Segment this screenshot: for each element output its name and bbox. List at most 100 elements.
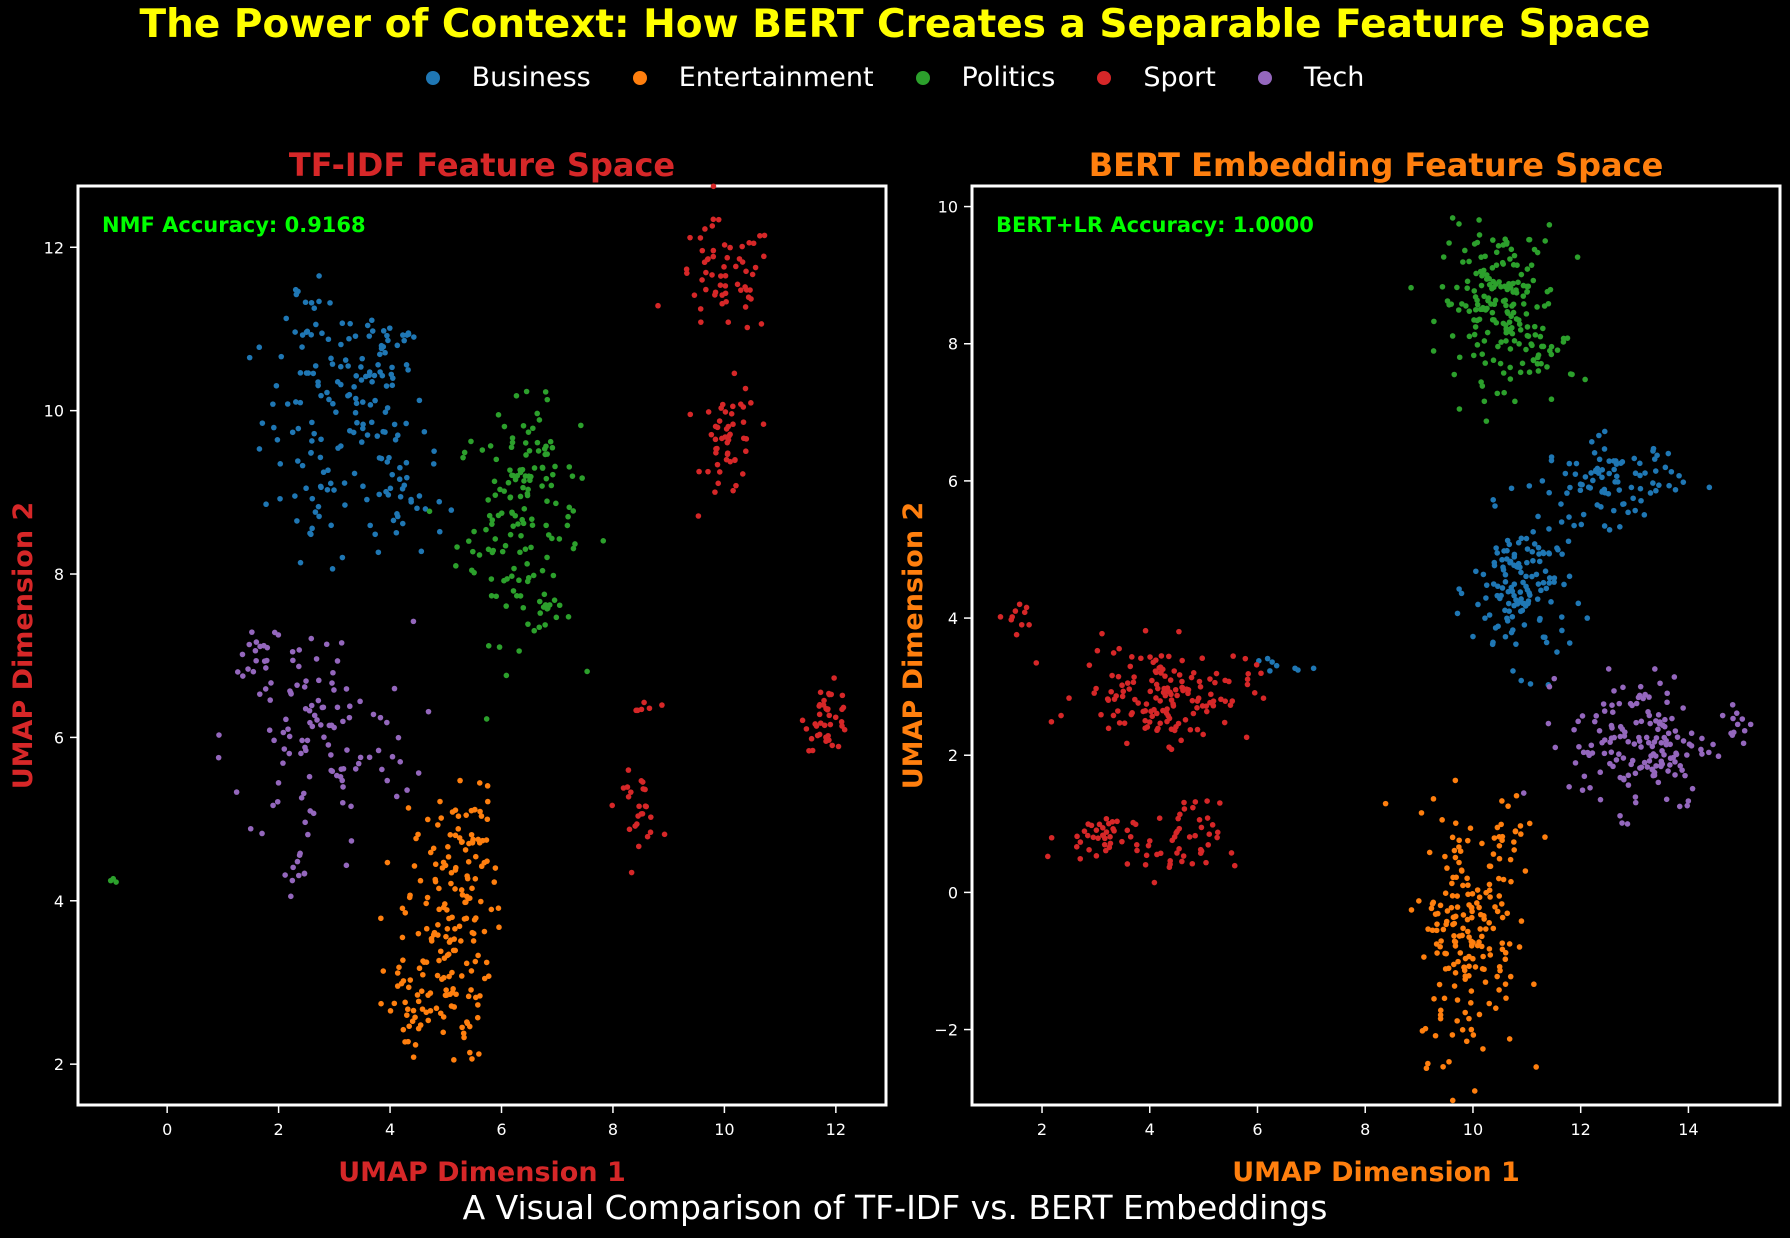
- point-business: [1548, 454, 1555, 460]
- point-sport: [722, 272, 729, 279]
- point-sport: [1203, 708, 1210, 715]
- point-sport: [1166, 864, 1173, 871]
- point-sport: [1160, 707, 1166, 714]
- point-sport: [717, 282, 724, 288]
- point-business: [352, 395, 359, 402]
- point-tech: [308, 635, 315, 642]
- point-politics: [1528, 262, 1535, 268]
- point-politics: [529, 522, 536, 528]
- point-politics: [1502, 236, 1508, 243]
- point-sport: [1181, 799, 1187, 806]
- point-politics: [544, 605, 551, 612]
- point-sport: [1129, 710, 1135, 716]
- point-sport: [1133, 842, 1140, 848]
- point-business: [388, 371, 395, 378]
- point-sport: [1227, 702, 1234, 708]
- point-tech: [334, 704, 341, 711]
- point-entertainment: [1432, 1032, 1439, 1039]
- point-tech: [304, 737, 311, 744]
- point-tech: [1659, 761, 1666, 767]
- x-tick-label: 2: [274, 1120, 284, 1139]
- point-business: [1676, 472, 1682, 479]
- point-sport: [1119, 838, 1125, 845]
- point-sport: [809, 747, 816, 754]
- point-entertainment: [477, 993, 483, 999]
- point-entertainment: [416, 965, 423, 972]
- point-sport: [1048, 834, 1055, 841]
- point-politics: [489, 521, 495, 527]
- point-business: [1653, 487, 1659, 494]
- point-entertainment: [1506, 1036, 1513, 1042]
- point-entertainment: [1437, 943, 1443, 950]
- point-tech: [339, 777, 345, 784]
- point-entertainment: [1446, 1058, 1452, 1065]
- point-sport: [639, 810, 646, 817]
- point-tech: [271, 737, 277, 744]
- point-business: [1295, 667, 1301, 673]
- point-tech: [1609, 702, 1615, 708]
- point-sport: [1175, 720, 1182, 727]
- x-tick-label: 8: [608, 1120, 618, 1139]
- point-sport: [1153, 695, 1159, 701]
- point-business: [401, 337, 407, 344]
- point-business: [394, 511, 400, 517]
- point-politics: [1493, 319, 1500, 326]
- point-business: [1500, 567, 1507, 573]
- point-sport: [1132, 821, 1139, 828]
- point-business: [1617, 524, 1623, 530]
- point-politics: [520, 604, 527, 611]
- point-sport: [1081, 828, 1088, 834]
- point-sport: [1170, 701, 1176, 707]
- point-sport: [1157, 664, 1164, 670]
- point-entertainment: [1499, 837, 1505, 844]
- point-tech: [346, 703, 353, 710]
- point-business: [1567, 484, 1573, 491]
- point-entertainment: [1526, 820, 1533, 827]
- point-politics: [572, 541, 578, 547]
- point-sport: [739, 243, 745, 250]
- x-axis-label: UMAP Dimension 1: [1232, 1157, 1520, 1188]
- point-entertainment: [474, 1014, 481, 1021]
- point-tech: [1638, 764, 1645, 771]
- point-entertainment: [466, 1023, 473, 1030]
- point-sport: [1013, 631, 1020, 638]
- point-business: [1561, 581, 1567, 588]
- point-sport: [1103, 815, 1110, 822]
- point-entertainment: [394, 983, 401, 989]
- point-entertainment: [447, 991, 453, 998]
- point-politics: [485, 546, 492, 553]
- point-politics: [525, 429, 532, 435]
- point-tech: [1647, 720, 1653, 727]
- point-entertainment: [1452, 820, 1459, 826]
- point-business: [318, 484, 324, 491]
- point-business: [277, 461, 284, 467]
- point-sport: [1093, 685, 1099, 692]
- point-sport: [1194, 726, 1201, 733]
- point-politics: [534, 410, 541, 417]
- point-entertainment: [1486, 919, 1492, 926]
- point-tech: [245, 666, 251, 672]
- point-tech: [1636, 734, 1642, 741]
- point-sport: [1164, 718, 1170, 725]
- point-politics: [534, 439, 541, 446]
- point-tech: [1699, 751, 1705, 757]
- point-politics: [497, 486, 503, 493]
- point-entertainment: [458, 887, 465, 893]
- point-sport: [1116, 645, 1122, 652]
- point-politics: [564, 522, 571, 529]
- point-entertainment: [402, 909, 409, 916]
- point-politics: [552, 463, 558, 470]
- point-business: [1566, 573, 1573, 580]
- point-entertainment: [404, 1012, 410, 1018]
- point-business: [1525, 598, 1532, 604]
- point-politics: [1460, 259, 1466, 265]
- point-tech: [1643, 734, 1650, 741]
- x-tick-label: 4: [1145, 1120, 1155, 1139]
- point-politics: [1456, 354, 1463, 361]
- point-politics: [1491, 301, 1498, 308]
- point-business: [1525, 600, 1531, 607]
- point-entertainment: [1512, 828, 1519, 834]
- point-sport: [714, 461, 721, 468]
- point-business: [352, 409, 359, 416]
- point-politics: [1493, 262, 1500, 268]
